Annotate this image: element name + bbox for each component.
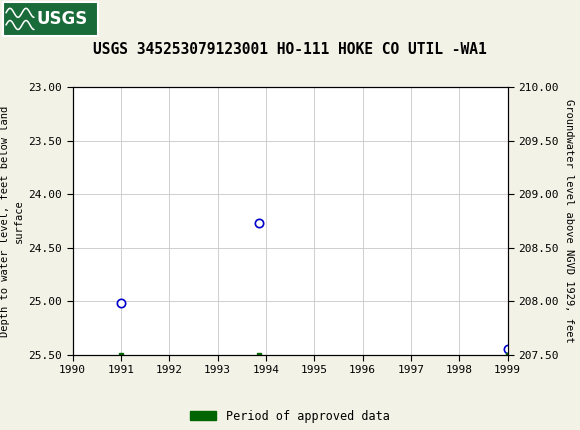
FancyBboxPatch shape [3, 2, 98, 36]
Y-axis label: Depth to water level, feet below land
surface: Depth to water level, feet below land su… [0, 105, 24, 337]
Text: USGS: USGS [37, 10, 88, 28]
Y-axis label: Groundwater level above NGVD 1929, feet: Groundwater level above NGVD 1929, feet [564, 99, 574, 343]
Text: USGS 345253079123001 HO-111 HOKE CO UTIL -WA1: USGS 345253079123001 HO-111 HOKE CO UTIL… [93, 42, 487, 57]
Legend: Period of approved data: Period of approved data [186, 405, 394, 427]
